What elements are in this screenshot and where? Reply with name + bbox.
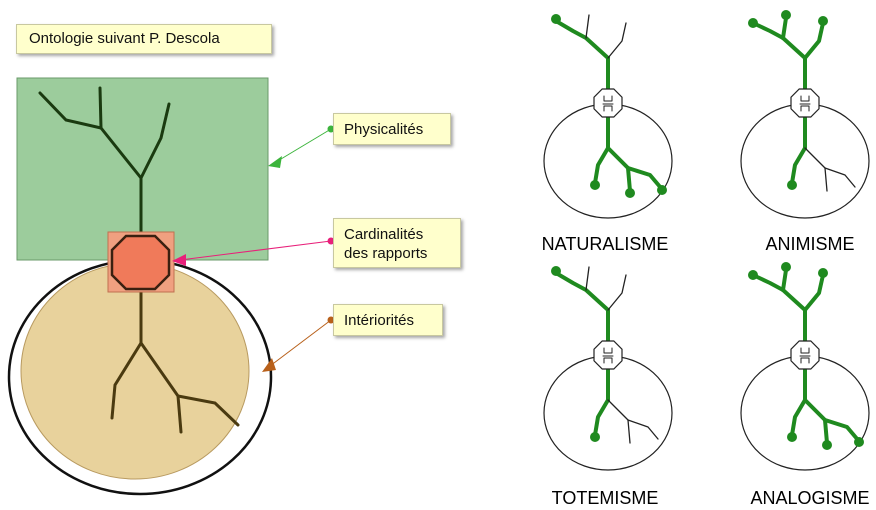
main-scheme <box>7 77 335 496</box>
icon-octagon <box>593 88 623 118</box>
arrow-physicalite-dot <box>327 125 335 133</box>
ontology-icon-2 <box>543 266 673 471</box>
icon-bottom-tree <box>787 115 856 192</box>
arrow-interiorite <box>269 319 332 367</box>
cardinalite-octagon <box>110 234 171 291</box>
arrow-interiorite-head <box>262 358 276 372</box>
arrow-physicalite-head <box>268 156 282 168</box>
icon-octagon-glyph <box>602 347 614 364</box>
icon-top-tree <box>551 266 627 343</box>
label-interiorite-text: Intériorités <box>344 312 415 329</box>
caption-animisme: ANIMISME <box>765 234 855 254</box>
caption-totemisme: TOTEMISME <box>551 488 659 508</box>
icon-bottom-tree <box>590 115 667 198</box>
interior-tree <box>110 290 240 434</box>
icon-octagon-glyph <box>799 347 811 364</box>
icon-top-tree <box>551 14 627 91</box>
caption-naturalisme: NATURALISME <box>541 234 669 254</box>
icon-octagon-glyph <box>602 95 614 112</box>
ontology-icon-3 <box>740 262 870 471</box>
label-cardinalite-line2: des rapports <box>344 245 428 262</box>
icon-bottom-tree <box>590 367 659 444</box>
arrow-interiorite-dot <box>327 316 335 324</box>
interiorite-area <box>20 262 250 480</box>
icon-top-tree <box>748 262 828 343</box>
ontology-icon-0 <box>543 14 673 219</box>
label-interiorite: Intériorités <box>333 304 443 336</box>
diagram-title-text: Ontologie suivant P. Descola <box>29 30 220 47</box>
label-cardinalite-line1: Cardinalités <box>344 226 424 243</box>
ontology-icon-1 <box>740 10 870 219</box>
arrow-physicalite <box>275 128 332 163</box>
physical-tree <box>38 86 171 238</box>
icon-top-tree <box>748 10 828 91</box>
arrow-cardinalite-head <box>172 254 186 266</box>
diagram-title: Ontologie suivant P. Descola <box>16 24 272 54</box>
label-physicalite: Physicalités <box>333 113 451 145</box>
icon-octagon <box>790 340 820 370</box>
label-physicalite-text: Physicalités <box>344 121 424 138</box>
icon-bottom-tree <box>787 367 864 450</box>
icon-octagon <box>593 340 623 370</box>
ontology-icons <box>543 10 870 471</box>
icon-octagon <box>790 88 820 118</box>
arrow-cardinalite-dot <box>327 237 335 245</box>
icon-octagon-glyph <box>799 95 811 112</box>
arrow-cardinalite <box>179 240 332 261</box>
label-cardinalite: Cardinalités des rapports <box>333 218 461 268</box>
caption-analogisme: ANALOGISME <box>750 488 870 508</box>
